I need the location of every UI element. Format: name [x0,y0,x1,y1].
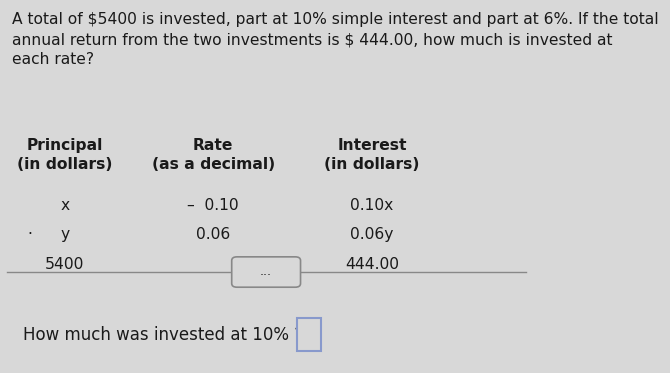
Text: 0.10x: 0.10x [350,198,394,213]
Text: 0.06y: 0.06y [350,227,394,242]
Text: Principal
(in dollars): Principal (in dollars) [17,138,113,172]
Text: 444.00: 444.00 [345,257,399,272]
Text: –  0.10: – 0.10 [188,198,239,213]
Text: ...: ... [260,265,272,278]
Text: Rate
(as a decimal): Rate (as a decimal) [151,138,275,172]
Text: Interest
(in dollars): Interest (in dollars) [324,138,420,172]
FancyBboxPatch shape [297,318,321,351]
FancyBboxPatch shape [232,257,301,287]
Text: How much was invested at 10% ? $: How much was invested at 10% ? $ [23,326,318,344]
Text: 0.06: 0.06 [196,227,230,242]
Text: A total of $5400 is invested, part at 10% simple interest and part at 6%. If the: A total of $5400 is invested, part at 10… [12,13,659,67]
Text: ·: · [28,227,33,242]
Text: x: x [60,198,70,213]
Text: y: y [60,227,70,242]
Text: 5400: 5400 [46,257,84,272]
